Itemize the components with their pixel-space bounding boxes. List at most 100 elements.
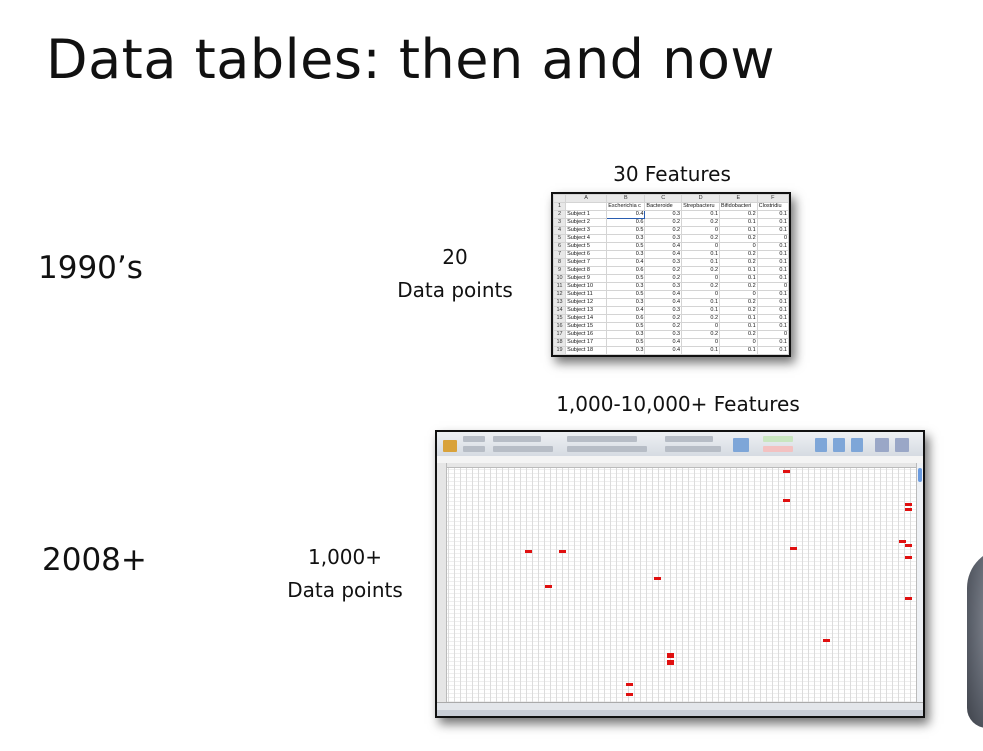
value-cell: 0.1: [719, 226, 758, 235]
value-cell: 0.2: [681, 218, 721, 227]
table-row: 16 Subject 15 0.5 0.2 0 0.1 0.1: [553, 322, 789, 331]
paste-icon: [443, 440, 457, 452]
highlighted-cell: [905, 503, 912, 506]
value-cell: 0.1: [756, 338, 789, 347]
status-bar: [437, 710, 923, 716]
slide-title: Data tables: then and now: [46, 28, 776, 91]
value-cell: 0.2: [719, 330, 758, 339]
value-cell: 0.3: [606, 298, 646, 307]
column-letter: A: [565, 194, 608, 203]
value-cell: 0: [681, 226, 721, 235]
row-headers: [437, 463, 447, 705]
table-row: 4 Subject 3 0.5 0.2 0 0.1 0.1: [553, 226, 789, 235]
value-cell: 0.2: [644, 322, 683, 331]
row-number: 6: [553, 242, 567, 251]
number-format-controls: [665, 446, 721, 452]
subject-cell: Subject 14: [565, 314, 608, 323]
value-cell: 0.4: [644, 298, 683, 307]
font-style-controls: [493, 446, 553, 452]
value-cell: 0.3: [606, 234, 646, 243]
value-cell: 0.2: [681, 266, 721, 275]
subject-cell: Subject 2: [565, 218, 608, 227]
value-cell: 0: [756, 282, 789, 291]
highlighted-cell: [654, 577, 661, 580]
value-cell: 0.1: [756, 306, 789, 315]
large-spreadsheet: [435, 430, 925, 718]
value-cell: 0.1: [756, 298, 789, 307]
value-cell: 0.1: [719, 274, 758, 283]
value-cell: 0.2: [681, 314, 721, 323]
data-points-text: Data points: [287, 578, 403, 602]
value-cell: 0.1: [681, 306, 721, 315]
header-cell: Strepbacteru: [681, 202, 721, 211]
value-cell: 0.5: [606, 274, 646, 283]
table-row: 10 Subject 9 0.5 0.2 0 0.1 0.1: [553, 274, 789, 283]
row-number: 10: [553, 274, 567, 283]
value-cell: 0.3: [606, 346, 646, 355]
highlighted-cell: [905, 556, 912, 559]
value-cell: 0.2: [719, 210, 758, 219]
delete-icon: [833, 438, 845, 452]
value-cell: 0.2: [719, 282, 758, 291]
value-cell: 0.5: [606, 226, 646, 235]
style-normal-swatch: [763, 436, 793, 442]
row-number: 15: [553, 314, 567, 323]
row-number: 9: [553, 266, 567, 275]
table-row: 6 Subject 5 0.5 0.4 0 0 0.1: [553, 242, 789, 251]
value-cell: 0.3: [606, 250, 646, 259]
value-cell: 0: [719, 242, 758, 251]
value-cell: 0.1: [756, 290, 789, 299]
value-cell: 0: [719, 338, 758, 347]
header-cell: Clostridiu: [756, 202, 789, 211]
scrollbar-thumb: [918, 468, 922, 482]
value-cell: 0.1: [719, 266, 758, 275]
value-cell: 0.1: [756, 210, 789, 219]
data-points-label-large: 1,000+ Data points: [270, 541, 420, 607]
value-cell: 0.1: [719, 322, 758, 331]
value-cell: 0.2: [644, 218, 683, 227]
row-number: 11: [553, 282, 567, 291]
highlighted-cell: [667, 660, 674, 665]
header-cell: Escherichia c: [606, 202, 646, 211]
table-row: 8 Subject 7 0.4 0.3 0.1 0.2 0.1: [553, 258, 789, 267]
value-cell: 0.1: [681, 258, 721, 267]
value-cell: 0.6: [606, 266, 646, 275]
value-cell: 0.3: [644, 234, 683, 243]
table-row: 17 Subject 16 0.3 0.3 0.2 0.2 0: [553, 330, 789, 339]
subject-cell: Subject 13: [565, 306, 608, 315]
style-bad-swatch: [763, 446, 793, 452]
value-cell: 0.4: [606, 210, 646, 219]
highlighted-cell: [905, 508, 912, 511]
row-number: 3: [553, 218, 567, 227]
value-cell: 0.2: [681, 234, 721, 243]
value-cell: 0: [756, 234, 789, 243]
table-row: 5 Subject 4 0.3 0.3 0.2 0.2 0: [553, 234, 789, 243]
row-number: 1: [553, 202, 567, 211]
highlighted-cell: [823, 639, 830, 642]
highlighted-cell: [783, 499, 790, 502]
table-row: 11 Subject 10 0.3 0.3 0.2 0.2 0: [553, 282, 789, 291]
value-cell: 0.2: [644, 314, 683, 323]
value-cell: 0.5: [606, 242, 646, 251]
highlighted-cell: [626, 693, 633, 696]
features-label-large: 1,000-10,000+ Features: [556, 392, 800, 416]
value-cell: 0: [756, 330, 789, 339]
value-cell: 0.3: [644, 258, 683, 267]
table-row: 15 Subject 14 0.6 0.2 0.2 0.1 0.1: [553, 314, 789, 323]
value-cell: 0.5: [606, 338, 646, 347]
value-cell: 0.2: [719, 234, 758, 243]
font-name-box: [493, 436, 541, 442]
value-cell: 0.1: [756, 218, 789, 227]
features-label-small: 30 Features: [613, 162, 731, 186]
value-cell: 0.1: [719, 314, 758, 323]
value-cell: 0.5: [606, 322, 646, 331]
row-number: 13: [553, 298, 567, 307]
highlighted-cell: [899, 540, 906, 543]
data-points-count: 1,000+: [307, 545, 382, 569]
header-row: 1 Escherichia c Bacteroide Strepbacteru Bifi…: [553, 202, 789, 211]
value-cell: 0: [681, 274, 721, 283]
row-number: 2: [553, 210, 567, 219]
column-letter: [553, 194, 567, 203]
header-cell: [565, 202, 608, 211]
value-cell: 0.6: [606, 314, 646, 323]
